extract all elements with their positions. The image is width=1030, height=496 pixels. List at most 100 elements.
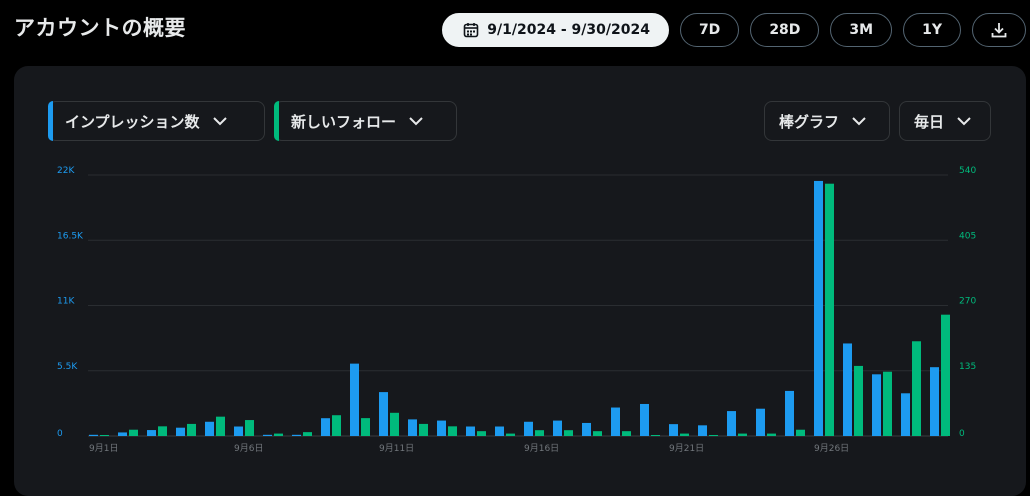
metric1-label: インプレッション数 [65, 112, 200, 131]
x-tick-label: 9月6日 [234, 443, 263, 454]
y-right-tick-label: 135 [959, 362, 976, 372]
impressions-bar [524, 421, 533, 436]
chevron-down-icon [212, 116, 228, 126]
impressions-bar [727, 411, 736, 436]
impressions-bar [872, 374, 881, 436]
impressions-bar [234, 426, 243, 436]
impressions-bar [350, 363, 359, 436]
range-7d-button[interactable]: 7D [679, 13, 740, 47]
metric2-dropdown[interactable]: 新しいフォロー [274, 101, 457, 141]
interval-label: 毎日 [914, 112, 945, 131]
follows-bar [274, 433, 283, 436]
impressions-bar [901, 393, 910, 436]
follows-bar [912, 341, 921, 436]
follows-bar [854, 365, 863, 436]
follows-bar [535, 430, 544, 436]
x-tick-label: 9月16日 [524, 443, 559, 454]
follows-bar [622, 431, 631, 436]
impressions-bar [89, 434, 98, 436]
follows-bar [390, 412, 399, 436]
impressions-bar [495, 426, 504, 436]
follows-bar [941, 314, 950, 436]
follows-bar [216, 416, 225, 436]
date-range-label: 9/1/2024 - 9/30/2024 [487, 22, 650, 38]
follows-bar [796, 429, 805, 436]
bar-chart: 0 0 5.5K 135 11K 270 16.5K 405 22K 540 9月1日 9月6日 9月1… [57, 166, 976, 454]
chevron-down-icon [956, 116, 972, 126]
impressions-bar [669, 424, 678, 436]
download-button[interactable] [972, 13, 1026, 47]
follows-bar [767, 433, 776, 436]
impressions-bar [408, 419, 417, 436]
follows-bar [564, 430, 573, 436]
follows-bar [651, 435, 660, 436]
metric1-color [48, 101, 53, 141]
y-right-tick-label: 405 [959, 231, 976, 241]
y-left-tick-label: 5.5K [57, 362, 78, 372]
impressions-bar [176, 427, 185, 436]
metric2-color [274, 101, 279, 141]
chart-type-label: 棒グラフ [779, 112, 840, 131]
x-tick-label: 9月26日 [814, 443, 849, 454]
follows-bar [245, 420, 254, 436]
download-icon [990, 21, 1008, 39]
date-range-button[interactable]: 9/1/2024 - 9/30/2024 [442, 13, 669, 47]
follows-bar [738, 433, 747, 436]
y-left-tick-label: 22K [57, 166, 75, 176]
chart-type-dropdown[interactable]: 棒グラフ [764, 101, 890, 141]
follows-bar [448, 426, 457, 436]
x-tick-label: 9月21日 [669, 443, 704, 454]
impressions-bar [785, 390, 794, 436]
x-tick-label: 9月1日 [89, 443, 118, 454]
impressions-bar [698, 425, 707, 436]
x-tick-label: 9月11日 [379, 443, 414, 454]
impressions-bar [582, 422, 591, 436]
impressions-bar [263, 434, 272, 436]
follows-bar [680, 433, 689, 436]
impressions-bar [843, 343, 852, 436]
impressions-bar [814, 180, 823, 436]
range-controls: 9/1/2024 - 9/30/2024 7D 28D 3M 1Y [442, 13, 1026, 47]
follows-bar [187, 423, 196, 436]
follows-bar [825, 183, 834, 436]
impressions-bar [553, 420, 562, 436]
impressions-bar [205, 421, 214, 436]
impressions-bar [437, 420, 446, 436]
chevron-down-icon [851, 116, 867, 126]
range-28d-button[interactable]: 28D [750, 13, 820, 47]
follows-bar [506, 433, 515, 436]
follows-bar [419, 423, 428, 436]
y-right-tick-label: 0 [959, 429, 965, 439]
impressions-bar [611, 407, 620, 436]
follows-bar [709, 435, 718, 436]
follows-bar [477, 431, 486, 436]
impressions-bar [930, 367, 939, 436]
y-right-tick-label: 540 [959, 166, 976, 176]
impressions-bar [147, 430, 156, 436]
metric2-label: 新しいフォロー [291, 112, 397, 131]
follows-bar [883, 371, 892, 436]
y-right-tick-label: 270 [959, 297, 976, 307]
chevron-down-icon [408, 116, 424, 126]
y-left-tick-label: 11K [57, 297, 75, 307]
range-1y-button[interactable]: 1Y [903, 13, 961, 47]
impressions-bar [321, 418, 330, 436]
y-left-tick-label: 16.5K [57, 231, 84, 241]
impressions-bar [466, 426, 475, 436]
impressions-bar [756, 408, 765, 436]
interval-dropdown[interactable]: 毎日 [899, 101, 991, 141]
follows-bar [303, 432, 312, 436]
impressions-bar [118, 432, 127, 436]
follows-bar [100, 435, 109, 436]
follows-bar [332, 415, 341, 436]
follows-bar [158, 426, 167, 436]
impressions-bar [640, 403, 649, 436]
y-left-tick-label: 0 [57, 429, 63, 439]
range-3m-button[interactable]: 3M [830, 13, 893, 47]
impressions-bar [379, 392, 388, 436]
follows-bar [593, 431, 602, 436]
page-title: アカウントの概要 [14, 16, 186, 40]
follows-bar [361, 418, 370, 436]
follows-bar [129, 429, 138, 436]
metric1-dropdown[interactable]: インプレッション数 [48, 101, 265, 141]
